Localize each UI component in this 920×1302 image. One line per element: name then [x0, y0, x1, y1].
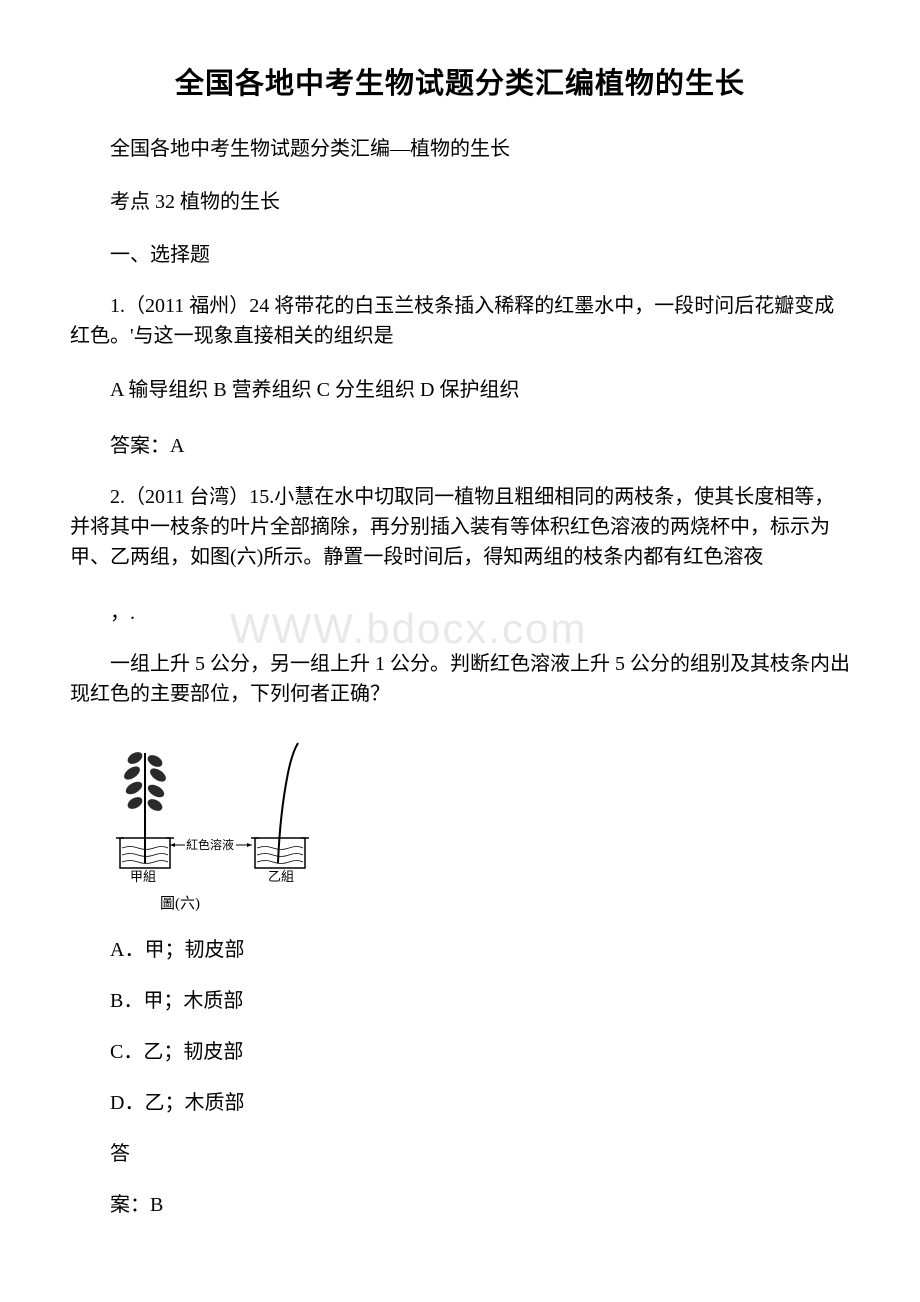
- question-2-continuation: 一组上升 5 公分，另一组上升 1 公分。判断红色溶液上升 5 公分的组别及其枝…: [70, 649, 850, 709]
- question-2-answer-value: 案：B: [70, 1188, 850, 1217]
- question-1-options: A 输导组织 B 营养组织 C 分生组织 D 保护组织: [70, 375, 850, 405]
- question-1-text: 1.（2011 福州）24 将带花的白玉兰枝条插入稀释的红墨水中，一段时问后花瓣…: [70, 291, 850, 351]
- page-title: 全国各地中考生物试题分类汇编植物的生长: [70, 60, 850, 102]
- question-2-comma: ，.: [110, 596, 850, 625]
- label-jia: 甲組: [130, 869, 156, 883]
- question-1-answer: 答案：A: [70, 429, 850, 458]
- question-2-answer-label: 答: [70, 1137, 850, 1166]
- question-2-option-c: C．乙；韧皮部: [70, 1035, 850, 1064]
- question-2-option-b: B．甲；木质部: [70, 984, 850, 1013]
- figure-six: 甲組 紅色溶液 乙組 圖(六): [110, 733, 850, 913]
- experiment-diagram-icon: 甲組 紅色溶液 乙組: [110, 733, 320, 883]
- question-2-option-d: D．乙；木质部: [70, 1086, 850, 1115]
- section-label: 一、选择题: [70, 238, 850, 267]
- document-content: 全国各地中考生物试题分类汇编植物的生长 全国各地中考生物试题分类汇编—植物的生长…: [70, 60, 850, 1217]
- topic-label: 考点 32 植物的生长: [70, 185, 850, 214]
- question-2-option-a: A．甲；韧皮部: [70, 933, 850, 962]
- subtitle-text: 全国各地中考生物试题分类汇编—植物的生长: [70, 132, 850, 161]
- label-yi: 乙組: [268, 869, 294, 883]
- question-2-text: 2.（2011 台湾）15.小慧在水中切取同一植物且粗细相同的两枝条，使其长度相…: [70, 482, 850, 572]
- figure-caption: 圖(六): [160, 892, 850, 913]
- label-liquid: 紅色溶液: [186, 837, 234, 852]
